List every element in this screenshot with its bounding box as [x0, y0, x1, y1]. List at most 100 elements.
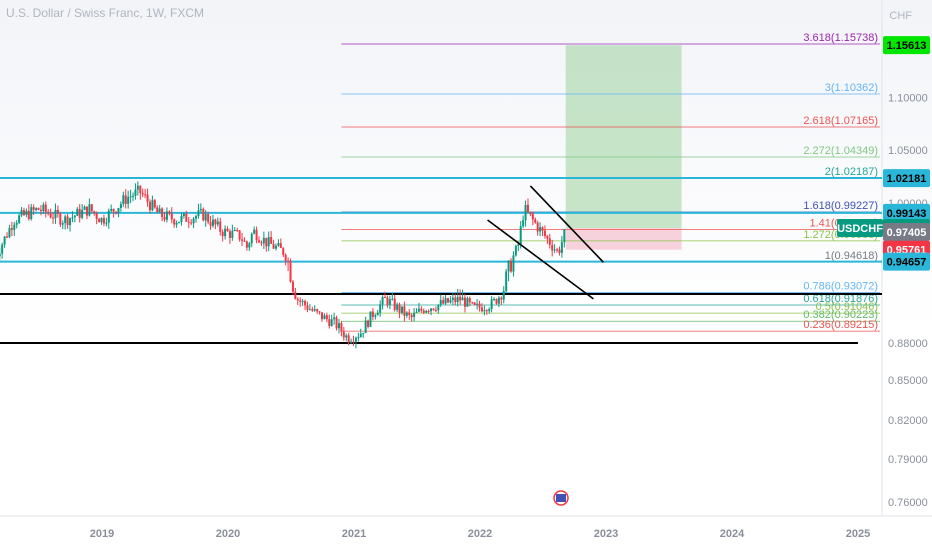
- candle-body: [117, 208, 120, 214]
- candle-body: [270, 237, 273, 244]
- candle-body: [473, 302, 476, 305]
- candle-body: [466, 298, 469, 307]
- candle-body: [529, 211, 532, 214]
- candle-body: [410, 314, 413, 318]
- x-tick-label: 2020: [216, 528, 240, 540]
- candle-body: [226, 228, 229, 232]
- candle-body: [253, 229, 256, 234]
- candle-body: [526, 204, 529, 212]
- candle-body: [284, 254, 287, 261]
- fib-level-label: 2.272(1.04349): [803, 145, 878, 157]
- candle-body: [156, 207, 159, 213]
- candle-body: [384, 297, 387, 299]
- candle-body: [221, 231, 224, 237]
- candle-body: [556, 249, 559, 251]
- candle-body: [451, 297, 454, 301]
- candle-body: [115, 211, 118, 214]
- candle-body: [187, 221, 190, 223]
- candle-body: [124, 195, 127, 204]
- candle-body: [202, 208, 205, 221]
- price-tag: 1.15613: [887, 40, 927, 52]
- candle-body: [488, 309, 491, 312]
- candle-body: [54, 209, 57, 219]
- candle-body: [321, 312, 324, 320]
- candle-body: [214, 219, 217, 225]
- candle-body: [318, 311, 321, 313]
- candle-body: [267, 237, 270, 247]
- candle-body: [42, 204, 45, 211]
- candle-body: [15, 222, 18, 225]
- candle-body: [56, 209, 59, 214]
- candle-body: [471, 302, 474, 304]
- candle-body: [233, 229, 236, 231]
- candle-body: [90, 204, 93, 212]
- y-tick-label: 0.79000: [888, 454, 928, 466]
- candle-body: [296, 298, 299, 301]
- candle-body: [165, 211, 168, 220]
- candle-body: [141, 193, 144, 195]
- candle-body: [495, 299, 498, 304]
- candle-body: [185, 213, 188, 222]
- candle-body: [39, 209, 42, 211]
- candle-body: [485, 310, 488, 312]
- candle-body: [30, 207, 33, 220]
- candle-body: [335, 317, 338, 329]
- x-tick-label: 2022: [468, 528, 492, 540]
- candle-body: [132, 195, 135, 197]
- candle-body: [524, 204, 527, 221]
- candle-body: [163, 216, 166, 220]
- candle-body: [439, 300, 442, 305]
- candle-body: [13, 224, 16, 230]
- candle-body: [551, 245, 554, 251]
- candle-body: [478, 303, 481, 308]
- candle-body: [25, 210, 28, 215]
- y-tick-label: 1.05000: [888, 145, 928, 157]
- candle-body: [20, 210, 23, 216]
- candle-body: [539, 227, 542, 232]
- fib-level-label: 3(1.10362): [825, 82, 878, 94]
- candle-body: [386, 297, 389, 305]
- candle-body: [69, 218, 72, 226]
- candle-body: [306, 305, 309, 310]
- candle-body: [449, 300, 452, 303]
- candle-body: [158, 208, 161, 213]
- candle-body: [374, 315, 377, 317]
- candle-body: [519, 226, 522, 245]
- candle-body: [236, 229, 239, 231]
- candle-body: [272, 243, 275, 249]
- candle-body: [260, 242, 263, 244]
- candle-body: [282, 247, 285, 255]
- candle-body: [98, 218, 101, 223]
- candle-body: [444, 298, 447, 304]
- candle-body: [204, 214, 207, 221]
- candle-body: [432, 308, 435, 310]
- candle-body: [512, 255, 515, 272]
- y-tick-label: 1.10000: [888, 93, 928, 105]
- price-tag-bg: [837, 219, 883, 237]
- candle-body: [354, 337, 357, 342]
- price-tag-bg: [883, 252, 930, 271]
- candle-body: [144, 194, 147, 196]
- candle-body: [129, 196, 132, 198]
- fib-level-label: 0.236(0.89215): [803, 319, 878, 331]
- candle-body: [190, 222, 193, 224]
- candle-body: [216, 221, 219, 225]
- us-flag-icon-field: [556, 494, 566, 502]
- price-tag: USDCHF: [837, 223, 883, 235]
- stop-zone: [565, 228, 682, 250]
- symbol-header: U.S. Dollar / Swiss Franc, 1W, FXCM: [6, 6, 205, 20]
- candle-body: [391, 298, 394, 300]
- candle-body: [461, 297, 464, 301]
- candle-body: [146, 194, 149, 202]
- candle-body: [76, 208, 79, 216]
- candle-body: [6, 236, 9, 238]
- candle-body: [548, 238, 551, 246]
- channel-bottom-line: [487, 219, 594, 300]
- candle-body: [330, 319, 333, 327]
- x-tick-label: 2019: [90, 528, 114, 540]
- candle-body: [500, 297, 503, 300]
- candle-body: [507, 260, 510, 272]
- candle-body: [437, 304, 440, 311]
